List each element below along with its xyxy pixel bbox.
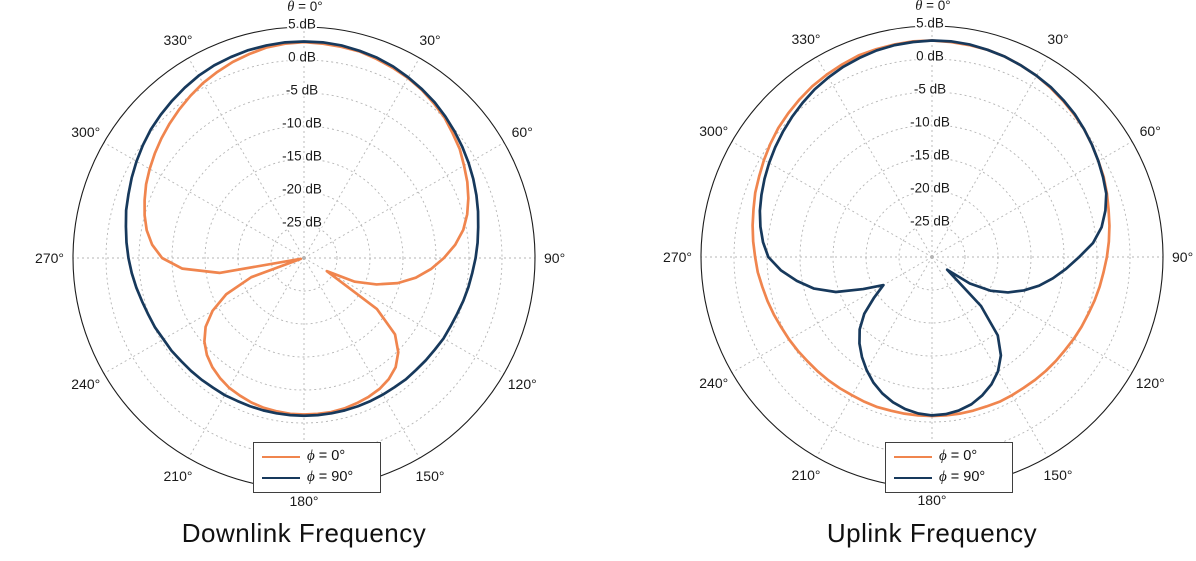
- downlink-legend: ϕ = 0° ϕ = 90°: [253, 442, 381, 493]
- db-grid-ring: [270, 224, 338, 292]
- angle-label-90: 90°: [544, 250, 565, 266]
- angle-label-120: 120°: [1136, 375, 1165, 391]
- db-grid-ring: [204, 158, 404, 358]
- angle-label-60: 60°: [512, 124, 533, 140]
- angle-grid-line: [303, 257, 505, 374]
- db-tick-label: -5 dB: [914, 82, 946, 97]
- angle-label-240: 240°: [699, 375, 728, 391]
- db-tick-label: -15 dB: [910, 148, 950, 163]
- legend-entry-phi-0: ϕ = 0°: [262, 446, 374, 467]
- angle-label-330: 330°: [164, 32, 193, 48]
- series-curves: [124, 40, 480, 418]
- legend-entry-phi-90: ϕ = 90°: [894, 467, 1006, 488]
- db-grid-ring: [171, 125, 437, 391]
- angle-grid-line: [931, 256, 1048, 458]
- downlink-chart-panel: 5 dB 0 dB -5 dB -10 dB -15 dB -20 dB -25 dB θ =…: [35, 0, 565, 548]
- phi-0-swatch: [894, 455, 932, 458]
- angle-grid-line: [303, 257, 420, 459]
- angle-grid-line: [303, 57, 420, 259]
- db-grid-ring: [138, 92, 470, 424]
- angle-grid-line: [188, 57, 305, 259]
- legend-label: ϕ = 90°: [307, 469, 354, 485]
- downlink-title: Downlink Frequency: [181, 518, 427, 548]
- db-tick-label: -25 dB: [910, 214, 950, 229]
- angle-grid-line: [931, 56, 1048, 258]
- legend-label: ϕ = 0°: [939, 448, 978, 464]
- db-tick-label: -10 dB: [910, 115, 950, 130]
- db-grid-ring: [865, 190, 999, 324]
- phi-90-swatch: [262, 476, 300, 479]
- db-tick-label: 5 dB: [916, 16, 944, 31]
- db-grid-ring: [799, 124, 1065, 390]
- angle-label-150: 150°: [1044, 467, 1073, 483]
- db-tick-label: -15 dB: [282, 149, 322, 164]
- legend-entry-phi-90: ϕ = 90°: [262, 467, 374, 488]
- db-tick-label: -25 dB: [282, 215, 322, 230]
- angle-label-270: 270°: [35, 250, 64, 266]
- phi-90-curve: [124, 40, 480, 418]
- angle-label-300: 300°: [699, 123, 728, 139]
- angle-label-60: 60°: [1140, 123, 1161, 139]
- angle-grid-line: [731, 141, 933, 258]
- legend-label: ϕ = 90°: [939, 469, 986, 485]
- angle-label-210: 210°: [792, 467, 821, 483]
- angle-label-180: 180°: [918, 492, 947, 508]
- db-grid-ring: [898, 223, 966, 291]
- db-tick-label: -10 dB: [282, 116, 322, 131]
- legend-label: ϕ = 0°: [307, 448, 346, 464]
- phi-0-swatch: [262, 455, 300, 458]
- angle-label-240: 240°: [71, 376, 100, 392]
- phi-90-curve: [758, 39, 1108, 417]
- angle-label-90: 90°: [1172, 249, 1193, 265]
- uplink-title: Uplink Frequency: [826, 518, 1038, 548]
- polar-grid: [700, 25, 1164, 489]
- angle-grid-line: [816, 56, 933, 258]
- series-curves: [751, 39, 1111, 418]
- angle-label-270: 270°: [663, 249, 692, 265]
- db-tick-label: -20 dB: [910, 181, 950, 196]
- downlink-polar-plot: 5 dB 0 dB -5 dB -10 dB -15 dB -20 dB -25 dB θ =…: [35, 0, 565, 509]
- uplink-polar-plot: 5 dB 0 dB -5 dB -10 dB -15 dB -20 dB -25 dB θ =…: [663, 0, 1193, 508]
- theta-zero-label: θ = 0°: [287, 0, 322, 15]
- angle-grid-line: [931, 141, 1133, 258]
- angle-label-30: 30°: [1047, 31, 1068, 47]
- db-grid-ring: [766, 91, 1098, 423]
- axis-labels: 5 dB 0 dB -5 dB -10 dB -15 dB -20 dB -25 dB θ =…: [663, 0, 1193, 508]
- theta-zero-label: θ = 0°: [915, 0, 950, 14]
- legend-entry-phi-0: ϕ = 0°: [894, 446, 1006, 467]
- db-tick-label: 0 dB: [916, 49, 944, 64]
- db-tick-label: 0 dB: [288, 50, 316, 65]
- angle-grid-line: [303, 142, 505, 259]
- axis-labels: 5 dB 0 dB -5 dB -10 dB -15 dB -20 dB -25 dB θ =…: [35, 0, 565, 509]
- angle-grid-line: [731, 256, 933, 373]
- angle-grid-line: [103, 142, 305, 259]
- uplink-chart-panel: 5 dB 0 dB -5 dB -10 dB -15 dB -20 dB -25 dB θ =…: [598, 0, 1196, 561]
- db-tick-label: -5 dB: [286, 83, 318, 98]
- db-tick-label: -20 dB: [282, 182, 322, 197]
- angle-label-120: 120°: [508, 376, 537, 392]
- angle-grid-line: [188, 257, 305, 459]
- db-tick-label: 5 dB: [288, 17, 316, 32]
- angle-label-330: 330°: [792, 31, 821, 47]
- angle-label-150: 150°: [416, 468, 445, 484]
- angle-label-180: 180°: [290, 493, 319, 509]
- uplink-legend: ϕ = 0° ϕ = 90°: [885, 442, 1013, 493]
- angle-label-210: 210°: [164, 468, 193, 484]
- angle-grid-line: [931, 256, 1133, 373]
- db-grid-ring: [832, 157, 1032, 357]
- angle-label-30: 30°: [419, 32, 440, 48]
- angle-grid-line: [103, 257, 305, 374]
- db-grid-ring: [237, 191, 371, 325]
- angle-label-300: 300°: [71, 124, 100, 140]
- phi-90-swatch: [894, 476, 932, 479]
- angle-grid-line: [816, 256, 933, 458]
